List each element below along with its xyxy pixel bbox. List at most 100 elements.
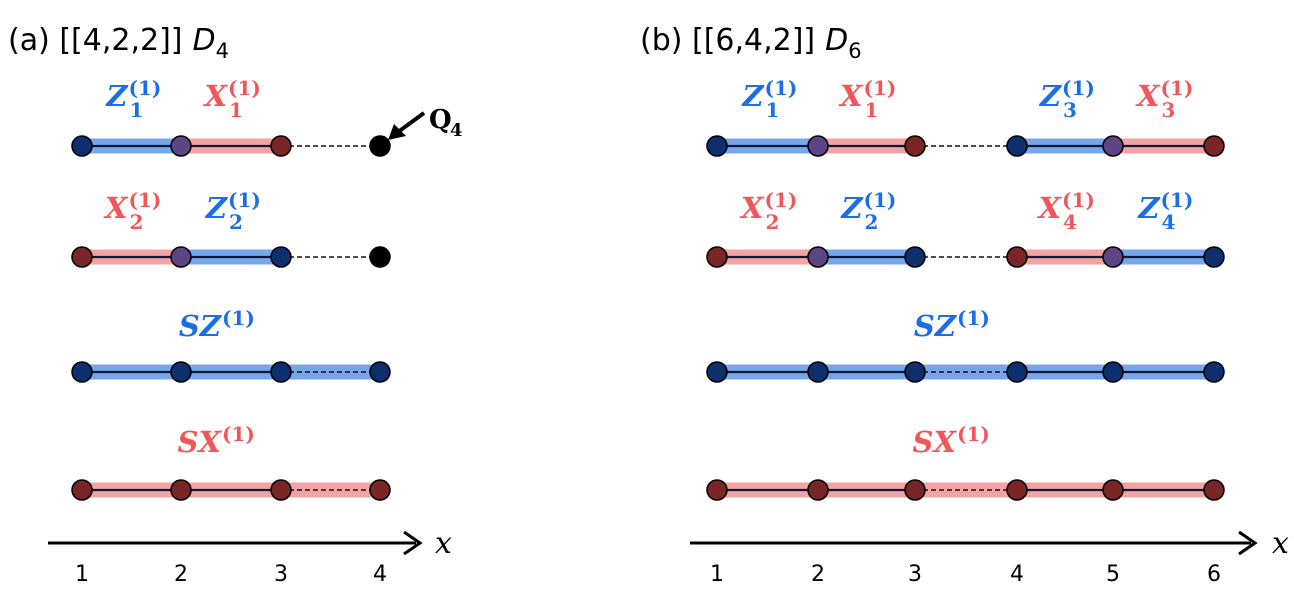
qubit xyxy=(1006,479,1028,501)
qubit xyxy=(1006,135,1028,157)
label-sup: (1) xyxy=(957,422,990,446)
x-tick-label: 3 xyxy=(274,562,288,587)
qubit xyxy=(1102,246,1124,268)
label-base: Z xyxy=(1137,191,1161,225)
qubit xyxy=(170,479,192,501)
label-base: Z xyxy=(205,191,229,225)
qubit xyxy=(1102,479,1124,501)
qubit xyxy=(706,135,728,157)
qubit xyxy=(807,479,829,501)
qubit xyxy=(369,135,391,157)
arrow-head xyxy=(388,124,406,140)
label-sup: (1) xyxy=(1161,188,1194,212)
label-base: SX xyxy=(913,425,958,459)
code-name: D xyxy=(825,23,848,58)
label-sup: (1) xyxy=(1062,76,1095,100)
label-sup: (1) xyxy=(1161,76,1194,100)
label-sub: 2 xyxy=(229,210,243,234)
label-base: Z xyxy=(1039,79,1063,113)
axis-arrow xyxy=(403,530,423,556)
qubit xyxy=(706,246,728,268)
qubit xyxy=(170,135,192,157)
qubit xyxy=(807,361,829,383)
qubit xyxy=(170,246,192,268)
label-sup: (1) xyxy=(129,76,162,100)
annotation-sub: 4 xyxy=(450,120,463,141)
qubit xyxy=(170,361,192,383)
x-tick-label: 1 xyxy=(710,562,724,587)
qubit xyxy=(1203,246,1225,268)
label-sup: (1) xyxy=(222,422,255,446)
label-sup: (1) xyxy=(228,188,261,212)
label-base: X xyxy=(1036,191,1062,225)
qubit xyxy=(71,479,93,501)
title-text: (a) [[4,2,2]] xyxy=(8,23,182,58)
qubit xyxy=(706,479,728,501)
x-tick-label: 5 xyxy=(1106,562,1120,587)
qubit xyxy=(807,246,829,268)
qubit xyxy=(1102,361,1124,383)
label-base: X xyxy=(1135,79,1161,113)
x-tick-label: 4 xyxy=(1010,562,1024,587)
qubit xyxy=(369,479,391,501)
qubit xyxy=(1102,135,1124,157)
qubit xyxy=(904,361,926,383)
x-tick-label: 1 xyxy=(75,562,89,587)
annotation-base: Q xyxy=(429,105,452,135)
label-base: SZ xyxy=(914,309,958,343)
qubit xyxy=(71,361,93,383)
label-base: X xyxy=(103,191,129,225)
qubit xyxy=(369,361,391,383)
qubit xyxy=(270,135,292,157)
x-tick-label: 2 xyxy=(811,562,825,587)
label-sup: (1) xyxy=(765,76,798,100)
label-sub: 2 xyxy=(865,210,879,234)
qubit xyxy=(904,246,926,268)
qubit xyxy=(1203,479,1225,501)
x-tick-label: 3 xyxy=(908,562,922,587)
axis-label: x xyxy=(1272,526,1289,561)
label-base: X xyxy=(838,79,864,113)
label-sup: (1) xyxy=(228,76,261,100)
label-sup: (1) xyxy=(765,188,798,212)
qubit xyxy=(706,361,728,383)
qubit xyxy=(270,246,292,268)
label-sup: (1) xyxy=(1062,188,1095,212)
qubit xyxy=(369,246,391,268)
x-tick-label: 6 xyxy=(1207,562,1221,587)
label-sub: 3 xyxy=(1063,98,1077,122)
label-base: Z xyxy=(105,79,129,113)
qubit xyxy=(71,135,93,157)
label-sup: (1) xyxy=(957,306,990,330)
qubit xyxy=(1203,135,1225,157)
panel-title: (a) [[4,2,2]] D4 xyxy=(8,23,229,63)
qubit xyxy=(1203,361,1225,383)
label-sup: (1) xyxy=(864,76,897,100)
qubit xyxy=(904,479,926,501)
label-sub: 3 xyxy=(1162,98,1176,122)
arrow xyxy=(396,111,426,134)
qubit xyxy=(270,361,292,383)
qubit xyxy=(807,135,829,157)
label-base: X xyxy=(202,79,228,113)
label-sub: 4 xyxy=(1063,210,1077,234)
label-base: Z xyxy=(741,79,765,113)
label-base: SX xyxy=(178,425,223,459)
label-sup: (1) xyxy=(222,306,255,330)
label-sup: (1) xyxy=(864,188,897,212)
code-name: D xyxy=(192,23,215,58)
qubit xyxy=(270,479,292,501)
label-sub: 1 xyxy=(229,98,243,122)
label-sub: 2 xyxy=(130,210,144,234)
axis-label: x xyxy=(435,526,452,561)
code-sub: 6 xyxy=(848,39,861,63)
label-sub: 1 xyxy=(865,98,879,122)
label-base: SZ xyxy=(179,309,223,343)
label-base: Z xyxy=(840,191,864,225)
label-sub: 4 xyxy=(1162,210,1176,234)
qubit xyxy=(1006,246,1028,268)
label-sub: 2 xyxy=(766,210,780,234)
label-sup: (1) xyxy=(129,188,162,212)
panel-title: (b) [[6,4,2]] D6 xyxy=(640,23,862,63)
